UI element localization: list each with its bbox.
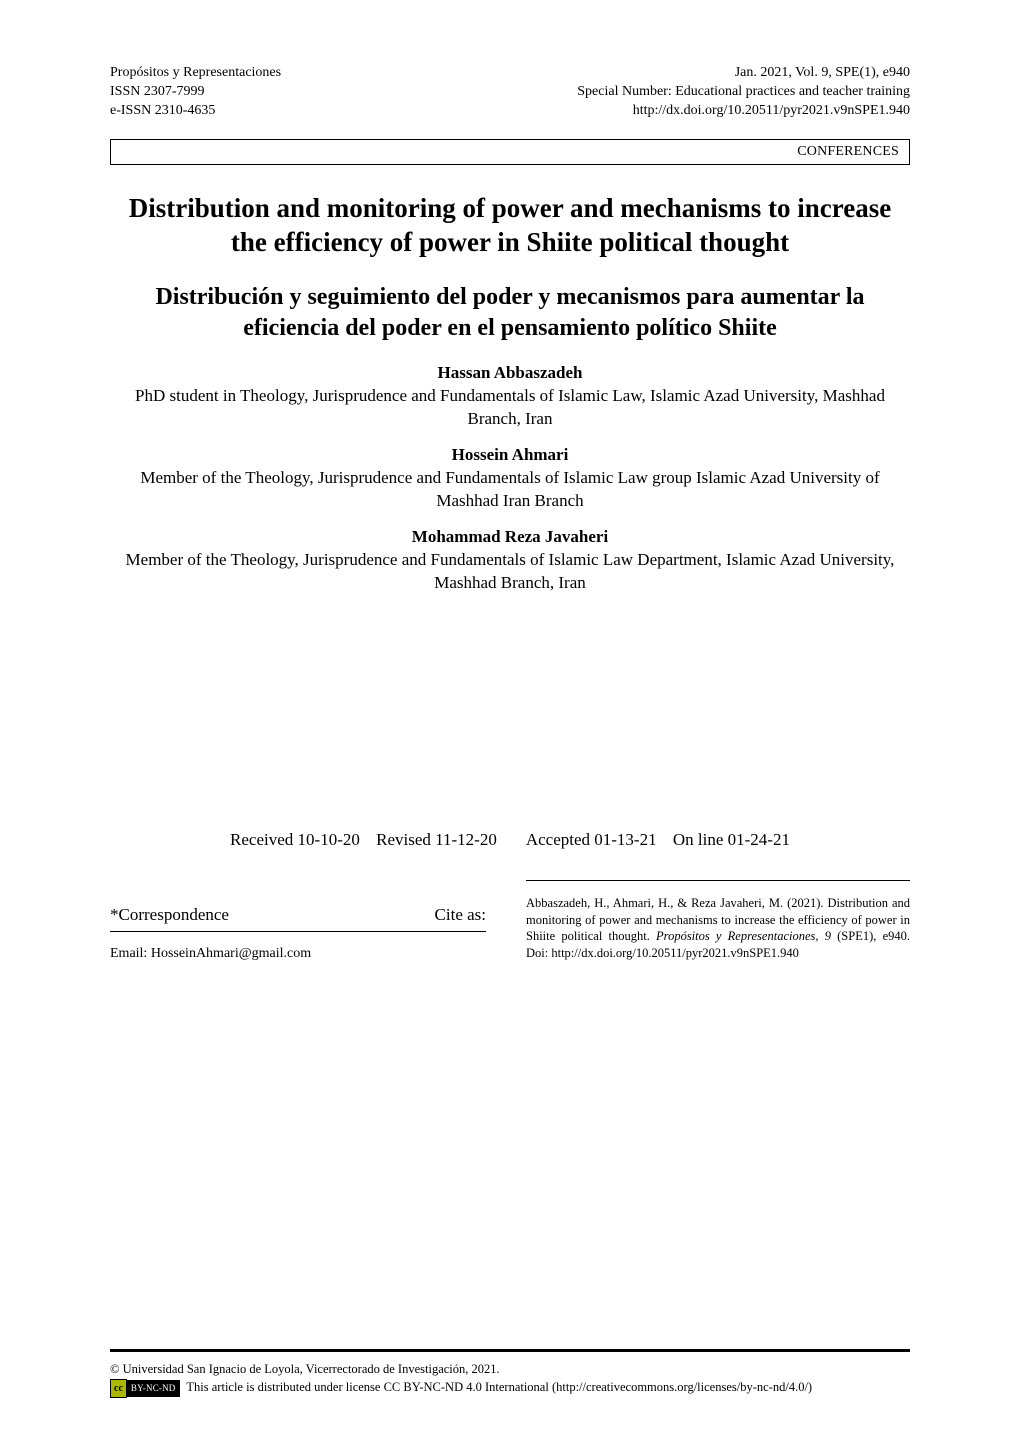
date-revised: Revised 11-12-20: [376, 830, 497, 850]
correspondence-header: *Correspondence Cite as:: [110, 905, 486, 932]
header-meta-left: Propósitos y Representaciones ISSN 2307-…: [110, 64, 281, 121]
history-dates: Received 10-10-20 Revised 11-12-20 Accep…: [110, 830, 910, 850]
author-affil-1: PhD student in Theology, Jurisprudence a…: [110, 385, 910, 431]
journal-title: Propósitos y Representaciones: [110, 64, 281, 83]
author-affil-3: Member of the Theology, Jurisprudence an…: [110, 549, 910, 595]
header-meta-right: Jan. 2021, Vol. 9, SPE(1), e940 Special …: [577, 64, 910, 121]
date-received: Received 10-10-20: [230, 830, 360, 850]
correspondence-block: *Correspondence Cite as: Email: HosseinA…: [110, 880, 910, 963]
page: Propósitos y Representaciones ISSN 2307-…: [0, 0, 1020, 1442]
author-name-1: Hassan Abbaszadeh: [110, 363, 910, 383]
cite-as-label: Cite as:: [435, 905, 486, 925]
issn: ISSN 2307-7999: [110, 83, 281, 102]
date-online: On line 01-24-21: [673, 830, 790, 850]
special-number: Special Number: Educational practices an…: [577, 83, 910, 102]
cc-badge-right: BY-NC-ND: [127, 1380, 180, 1398]
footer-rule: [110, 1349, 910, 1352]
cc-badge-left: cc: [110, 1379, 127, 1398]
copyright-line: © Universidad San Ignacio de Loyola, Vic…: [110, 1360, 910, 1379]
date-accepted: Accepted 01-13-21: [526, 830, 657, 850]
correspondence-email: Email: HosseinAhmari@gmail.com: [110, 946, 486, 962]
article-title-en: Distribution and monitoring of power and…: [110, 191, 910, 260]
issue-info: Jan. 2021, Vol. 9, SPE(1), e940: [577, 64, 910, 83]
author-name-2: Hossein Ahmari: [110, 445, 910, 465]
license-line: ccBY-NC-ND This article is distributed u…: [110, 1378, 910, 1398]
e-issn: e-ISSN 2310-4635: [110, 102, 281, 121]
correspondence-left: *Correspondence Cite as: Email: HosseinA…: [110, 905, 486, 962]
author-name-3: Mohammad Reza Javaheri: [110, 527, 910, 547]
email-value[interactable]: HosseinAhmari@gmail.com: [151, 946, 311, 961]
doi-link[interactable]: http://dx.doi.org/10.20511/pyr2021.v9nSP…: [577, 102, 910, 121]
citation-right: Abbaszadeh, H., Ahmari, H., & Reza Javah…: [526, 880, 910, 963]
cc-badge-icon: ccBY-NC-ND: [110, 1379, 180, 1398]
author-affil-2: Member of the Theology, Jurisprudence an…: [110, 467, 910, 513]
citation-rule: [526, 880, 910, 881]
correspondence-label: *Correspondence: [110, 905, 229, 925]
section-label: CONFERENCES: [797, 144, 899, 159]
citation-text: Abbaszadeh, H., Ahmari, H., & Reza Javah…: [526, 895, 910, 963]
section-label-box: CONFERENCES: [110, 139, 910, 165]
license-text: This article is distributed under licens…: [186, 1380, 812, 1394]
page-footer: © Universidad San Ignacio de Loyola, Vic…: [110, 1349, 910, 1398]
email-label: Email:: [110, 946, 151, 961]
header-meta: Propósitos y Representaciones ISSN 2307-…: [110, 64, 910, 121]
citation-italic: Propósitos y Representaciones, 9: [656, 929, 831, 943]
article-title-es: Distribución y seguimiento del poder y m…: [110, 282, 910, 345]
